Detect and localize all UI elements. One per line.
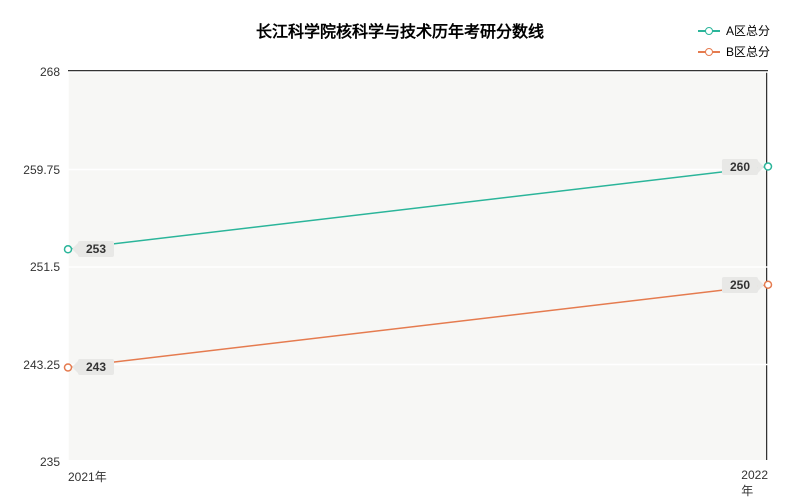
plot-svg: [68, 72, 768, 462]
legend-swatch-a: [698, 30, 720, 32]
legend-swatch-b: [698, 51, 720, 53]
value-tag: 253: [78, 241, 114, 257]
legend: A区总分 B区总分: [698, 22, 770, 64]
plot-area: 235243.25251.5259.752682021年2022年2532602…: [68, 70, 768, 460]
value-tag: 243: [78, 359, 114, 375]
legend-label-a: A区总分: [726, 22, 770, 39]
y-tick-label: 251.5: [30, 260, 60, 274]
x-tick-label: 2021年: [68, 468, 107, 485]
legend-item-b: B区总分: [698, 43, 770, 60]
legend-item-a: A区总分: [698, 22, 770, 39]
x-tick-label: 2022年: [741, 468, 768, 499]
y-tick-label: 268: [40, 65, 60, 79]
y-tick-label: 235: [40, 455, 60, 469]
chart-title: 长江科学院核科学与技术历年考研分数线: [256, 18, 544, 42]
y-tick-label: 243.25: [23, 358, 60, 372]
line-chart: 长江科学院核科学与技术历年考研分数线 A区总分 B区总分 235 243.25 25…: [0, 0, 800, 500]
value-tag: 250: [722, 277, 758, 293]
value-tag: 260: [722, 159, 758, 175]
legend-label-b: B区总分: [726, 43, 770, 60]
y-tick-label: 259.75: [23, 163, 60, 177]
